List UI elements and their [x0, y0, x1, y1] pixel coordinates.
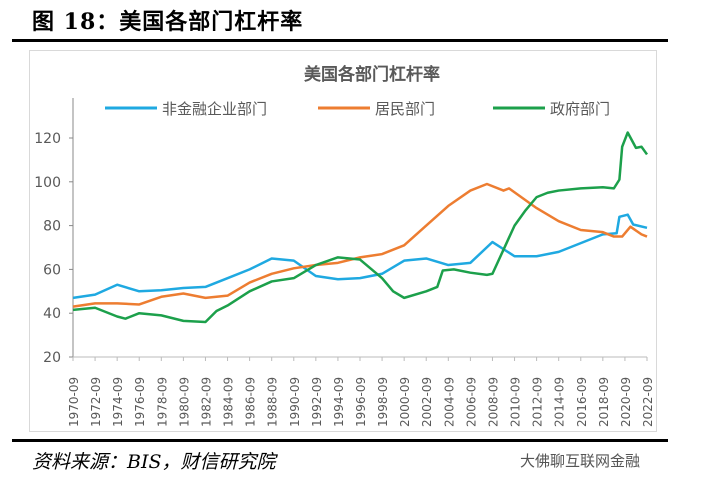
x-tick-label: 1986-09	[244, 377, 258, 427]
x-tick-label: 1980-09	[177, 377, 191, 427]
x-tick-label: 2006-09	[464, 377, 478, 427]
x-tick-label: 2008-09	[486, 377, 500, 427]
series-line-2	[72, 182, 648, 308]
top-rule	[12, 39, 668, 42]
y-tick-label: 100	[34, 175, 61, 191]
legend-label-2: 居民部门	[375, 100, 435, 118]
legend-label-1: 非金融企业部门	[162, 100, 267, 118]
y-tick-label: 20	[43, 350, 61, 366]
chart-frame	[29, 50, 657, 432]
x-tick-label: 1992-09	[310, 377, 324, 427]
x-tick-label: 1974-09	[111, 377, 125, 427]
x-tick-label: 2018-09	[597, 377, 611, 427]
x-tick-label: 1984-09	[222, 377, 236, 427]
x-tick-label: 1976-09	[133, 377, 147, 427]
x-tick-label: 1972-09	[89, 377, 103, 427]
y-tick-label: 80	[43, 219, 61, 235]
x-tick-label: 2014-09	[553, 377, 567, 427]
legend-label-3: 政府部门	[550, 100, 610, 118]
source-note: 资料来源：BIS，财信研究院	[32, 451, 276, 473]
x-tick-label: 1990-09	[288, 377, 302, 427]
series-line-3	[72, 131, 649, 324]
x-tick-label: 2012-09	[531, 377, 545, 427]
figure-title: 图 18：美国各部门杠杆率	[32, 9, 304, 35]
x-tick-label: 2004-09	[442, 377, 456, 427]
x-tick-label: 2016-09	[575, 377, 589, 427]
x-tick-label: 2002-09	[420, 377, 434, 427]
x-tick-label: 2010-09	[509, 377, 523, 427]
y-tick-label: 120	[34, 131, 61, 147]
x-tick-label: 1982-09	[199, 377, 213, 427]
y-tick-label: 40	[43, 306, 61, 322]
y-tick-label: 60	[43, 262, 61, 278]
bottom-rule	[12, 439, 668, 442]
watermark: 大佛聊互联网金融	[520, 452, 641, 470]
x-tick-label: 2000-09	[398, 377, 412, 427]
chart-title: 美国各部门杠杆率	[304, 64, 440, 85]
x-tick-label: 1970-09	[67, 377, 81, 427]
x-tick-label: 2020-09	[619, 377, 633, 427]
x-tick-label: 1978-09	[155, 377, 169, 427]
x-tick-label: 1994-09	[332, 377, 346, 427]
x-tick-label: 2022-09	[641, 377, 655, 427]
x-tick-label: 1988-09	[266, 377, 280, 427]
x-tick-label: 1998-09	[376, 377, 390, 427]
x-tick-label: 1996-09	[354, 377, 368, 427]
